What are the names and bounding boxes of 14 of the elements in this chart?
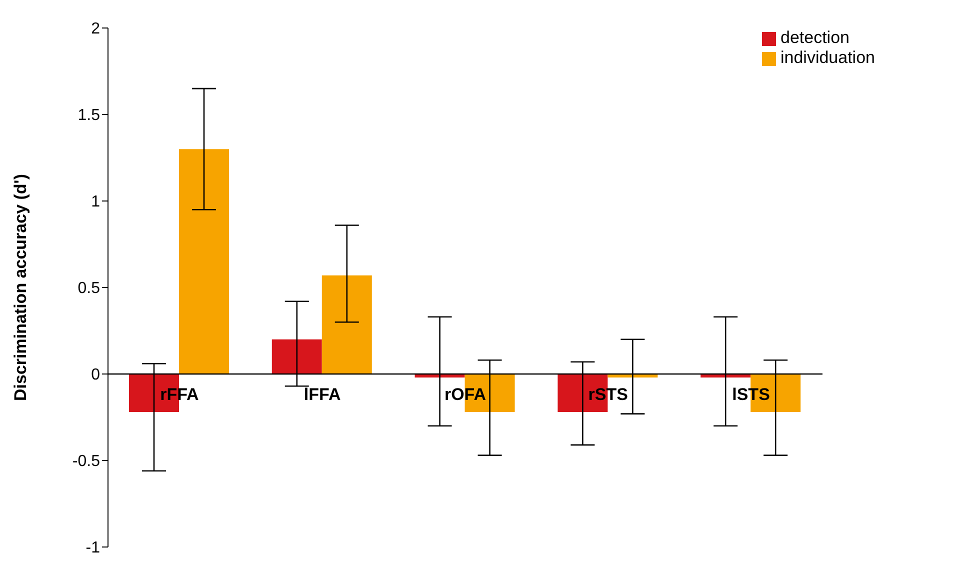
bar: [322, 275, 372, 374]
y-tick-label: 0: [91, 366, 100, 384]
bar: [179, 149, 229, 374]
x-tick-label: lFFA: [304, 385, 341, 404]
y-tick-label: 1.5: [78, 107, 100, 124]
y-tick-label: 2: [91, 20, 100, 38]
y-axis-title: Discrimination accuracy (d'): [11, 174, 30, 402]
y-tick-label: -0.5: [72, 453, 100, 470]
legend-label: individuation: [780, 48, 875, 67]
legend-label: detection: [780, 28, 850, 47]
bar: [272, 339, 322, 374]
y-tick-label: 0.5: [78, 280, 100, 298]
y-tick-label: -1: [86, 540, 100, 557]
y-tick-label: 1: [91, 194, 100, 211]
